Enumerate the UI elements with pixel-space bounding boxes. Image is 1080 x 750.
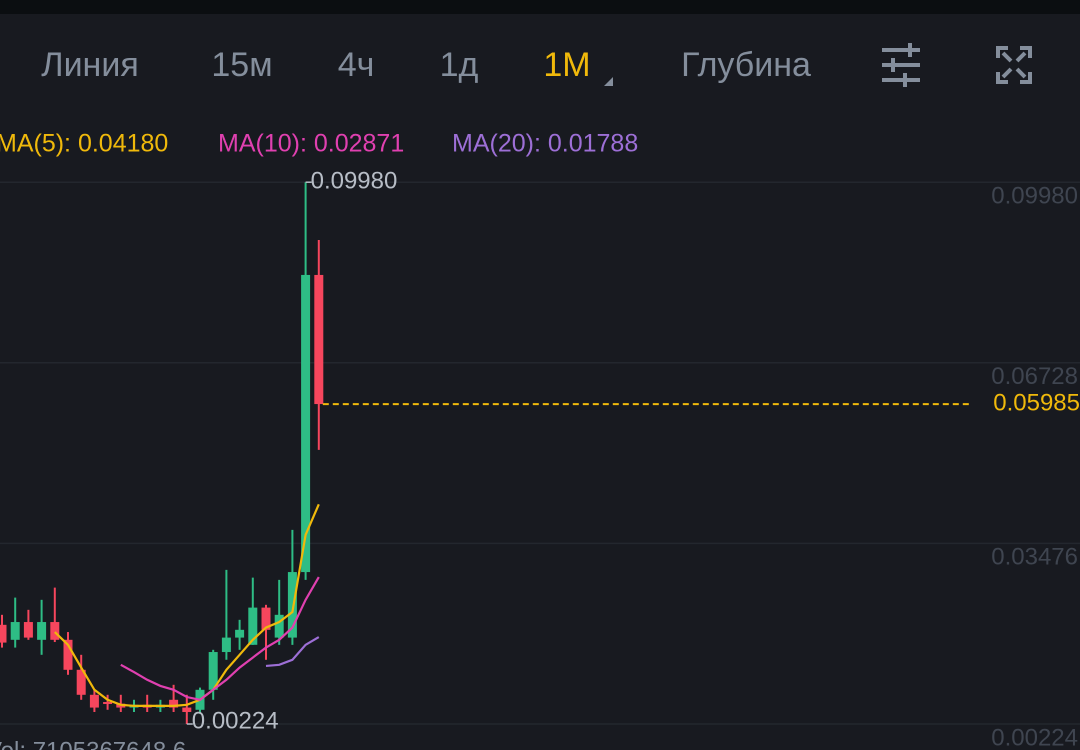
y-tick-label: 0.03476 xyxy=(991,544,1078,571)
candle-body xyxy=(169,699,179,708)
tab[interactable]: 1М xyxy=(543,46,590,84)
fullscreen-icon[interactable] xyxy=(996,46,1032,84)
candle-body xyxy=(103,702,113,705)
icon-path xyxy=(996,46,1032,84)
candle-body xyxy=(274,614,284,638)
candle-body xyxy=(208,652,218,690)
y-tick-label: 0.09980 xyxy=(991,183,1078,210)
legend-entry: MA(5): 0.04180 xyxy=(0,130,168,158)
settings-icon[interactable] xyxy=(882,43,920,87)
candle-body xyxy=(50,622,60,640)
candle-body xyxy=(287,572,297,638)
legend-entry: MA(10): 0.02871 xyxy=(218,130,404,158)
tab[interactable]: 4ч xyxy=(338,46,375,84)
tab[interactable]: 15м xyxy=(211,46,272,84)
tab[interactable]: Линия xyxy=(41,46,138,84)
last-price-label: 0.05985 xyxy=(993,389,1080,416)
candle-body xyxy=(0,624,7,643)
ma-line xyxy=(120,576,320,701)
legend-entry: MA(20): 0.01788 xyxy=(452,130,638,158)
candle-body xyxy=(314,274,324,405)
ma-line xyxy=(54,503,320,708)
volume-label: Vol: 7105367648.6 xyxy=(0,737,186,750)
toolbar: Линия 15м 4ч 1д 1М Глубина xyxy=(41,46,811,86)
candle-body xyxy=(76,669,86,695)
candle-body xyxy=(63,639,73,670)
tab[interactable]: 1д xyxy=(440,46,479,84)
ma-line xyxy=(265,636,320,668)
candle-body xyxy=(182,707,192,713)
candle-body xyxy=(10,622,20,640)
y-tick-label: 0.06728 xyxy=(991,363,1078,390)
dropdown-indicator xyxy=(604,77,613,86)
candle-body xyxy=(301,274,311,573)
candle-body xyxy=(261,607,271,630)
candle-body xyxy=(89,694,99,708)
status-strip xyxy=(0,0,1080,14)
candle-body xyxy=(221,637,231,653)
candle-body xyxy=(23,622,33,638)
candle-body xyxy=(37,622,47,640)
candle-body xyxy=(235,629,245,638)
plot: 0.09980 0.06728 0.03476 0.00224 Vol: 7105367… xyxy=(0,168,1080,750)
ma-legend: MA(5): 0.04180 MA(10): 0.02871 MA(20): 0.0… xyxy=(0,130,638,158)
max-label: 0.09980 xyxy=(311,168,398,195)
tab[interactable]: Глубина xyxy=(681,46,811,84)
y-tick-label: 0.00224 xyxy=(991,724,1078,750)
min-label: 0.00224 xyxy=(192,707,279,734)
candle-body xyxy=(248,607,258,645)
